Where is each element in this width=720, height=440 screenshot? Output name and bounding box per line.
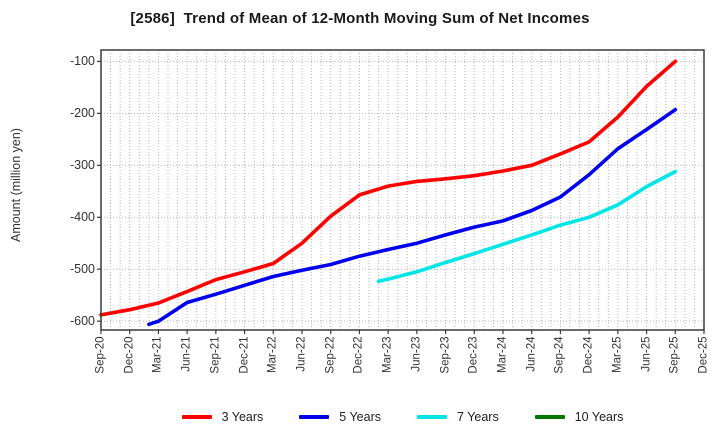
x-tick-label: Dec-20 bbox=[123, 336, 136, 374]
legend-line-icon bbox=[181, 415, 212, 419]
x-tick-label: Dec-22 bbox=[352, 336, 365, 374]
x-tick-label: Sep-22 bbox=[324, 336, 337, 374]
legend-label: 3 Years bbox=[221, 410, 264, 424]
x-tick-label: Sep-21 bbox=[209, 336, 222, 374]
x-tick-label: Sep-24 bbox=[553, 336, 566, 374]
y-tick-label: -600 bbox=[69, 313, 95, 328]
legend-label: 10 Years bbox=[574, 410, 624, 424]
x-tick-label: Dec-25 bbox=[697, 336, 710, 374]
axis-frame bbox=[100, 49, 705, 331]
x-tick-label: Mar-24 bbox=[496, 336, 509, 373]
series-line-3-years bbox=[99, 59, 678, 317]
legend-label: 7 Years bbox=[457, 410, 499, 424]
y-tick-label: -300 bbox=[69, 157, 95, 172]
x-tick-label: Mar-22 bbox=[266, 336, 279, 373]
legend-line-icon bbox=[417, 415, 448, 419]
x-tick-label: Dec-23 bbox=[467, 336, 480, 374]
legend-item-7-years: 7 Years bbox=[417, 410, 499, 424]
legend-item-3-years: 3 Years bbox=[181, 410, 264, 424]
series-line-5-years bbox=[147, 107, 678, 327]
x-tick-label: Sep-20 bbox=[94, 336, 107, 374]
series-lines bbox=[99, 59, 678, 327]
y-tick-label: -100 bbox=[69, 53, 95, 68]
y-tick-label: -500 bbox=[69, 261, 95, 276]
series-line-7-years bbox=[376, 169, 678, 283]
axis-tick-marks bbox=[97, 60, 705, 334]
x-tick-label: Jun-24 bbox=[525, 336, 538, 372]
y-tick-label: -200 bbox=[69, 105, 95, 120]
x-tick-label: Jun-23 bbox=[410, 336, 423, 372]
x-tick-label: Mar-25 bbox=[611, 336, 624, 373]
legend: 3 Years 5 Years 7 Years 10 Years bbox=[101, 405, 704, 429]
gridlines-major bbox=[101, 60, 704, 322]
x-tick-label: Dec-24 bbox=[582, 336, 595, 374]
x-tick-label: Jun-25 bbox=[640, 336, 653, 372]
x-tick-label: Sep-25 bbox=[668, 336, 681, 374]
x-tick-label: Sep-23 bbox=[439, 336, 452, 374]
x-tick-label: Mar-21 bbox=[151, 336, 164, 373]
x-tick-label: Dec-21 bbox=[238, 336, 251, 374]
x-tick-label: Jun-21 bbox=[180, 336, 193, 372]
x-tick-label: Jun-22 bbox=[295, 336, 308, 372]
x-tick-label: Mar-23 bbox=[381, 336, 394, 373]
y-tick-label: -400 bbox=[69, 209, 95, 224]
legend-line-icon bbox=[299, 415, 330, 419]
legend-item-5-years: 5 Years bbox=[299, 410, 381, 424]
legend-item-10-years: 10 Years bbox=[534, 410, 624, 424]
legend-line-icon bbox=[534, 415, 565, 419]
legend-label: 5 Years bbox=[339, 410, 382, 424]
chart-title: [2586] Trend of Mean of 12-Month Moving … bbox=[130, 10, 590, 27]
